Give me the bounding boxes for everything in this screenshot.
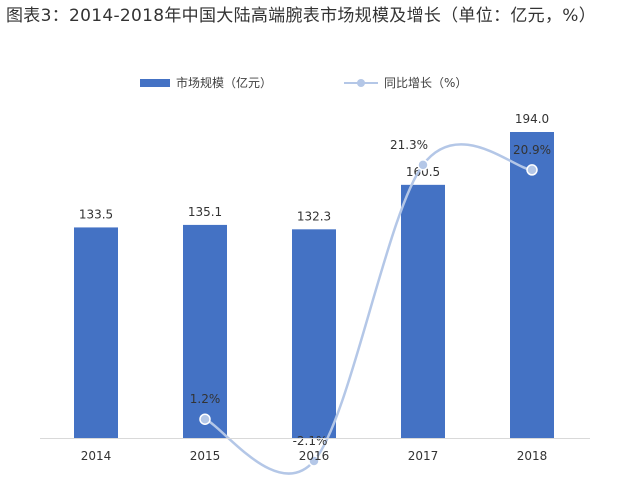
bar-2018: [510, 132, 554, 438]
growth-label-2016: -2.1%: [293, 434, 328, 448]
legend-item-yoy-growth: 同比增长（%）: [344, 74, 467, 91]
x-tick-label-2017: 2017: [408, 449, 439, 463]
legend: 市场规模（亿元） 同比增长（%）: [0, 74, 640, 94]
growth-point-2015: [199, 413, 211, 425]
growth-label-2018: 20.9%: [513, 143, 551, 157]
legend-swatch-line: [344, 78, 378, 88]
bar-2017: [401, 184, 445, 438]
growth-point-2016: [308, 455, 320, 467]
growth-point-2017: [417, 159, 429, 171]
bar-2016: [292, 229, 336, 438]
legend-item-market-size: 市场规模（亿元）: [140, 74, 272, 91]
bar-value-label-2014: 133.5: [79, 207, 113, 221]
bar-value-label-2016: 132.3: [297, 209, 331, 223]
growth-line-series: 1.2% -2.1% 21.3% 20.9%: [190, 138, 551, 475]
legend-label-yoy-growth: 同比增长（%）: [384, 76, 468, 90]
x-tick-label-2015: 2015: [190, 449, 221, 463]
x-tick-label-2016: 2016: [299, 449, 330, 463]
chart-title: 图表3：2014-2018年中国大陆高端腕表市场规模及增长（单位：亿元，%）: [6, 6, 597, 26]
x-tick-label-2018: 2018: [517, 449, 548, 463]
x-axis: 2014 2015 2016 2017 2018: [40, 438, 590, 463]
bar-2014: [74, 227, 118, 438]
x-tick-label-2014: 2014: [81, 449, 112, 463]
legend-label-market-size: 市场规模（亿元）: [176, 76, 273, 90]
bar-value-label-2018: 194.0: [515, 112, 549, 126]
growth-label-2017: 21.3%: [390, 138, 428, 152]
growth-label-2015: 1.2%: [190, 392, 221, 406]
bar-series: 133.5 135.1 132.3 160.5 194.0: [74, 112, 554, 438]
growth-line: [204, 143, 533, 475]
bar-2015: [183, 224, 227, 438]
growth-point-2018: [526, 164, 538, 176]
bar-value-label-2017: 160.5: [406, 165, 440, 179]
bar-value-label-2015: 135.1: [188, 205, 222, 219]
legend-swatch-bar: [140, 78, 170, 87]
